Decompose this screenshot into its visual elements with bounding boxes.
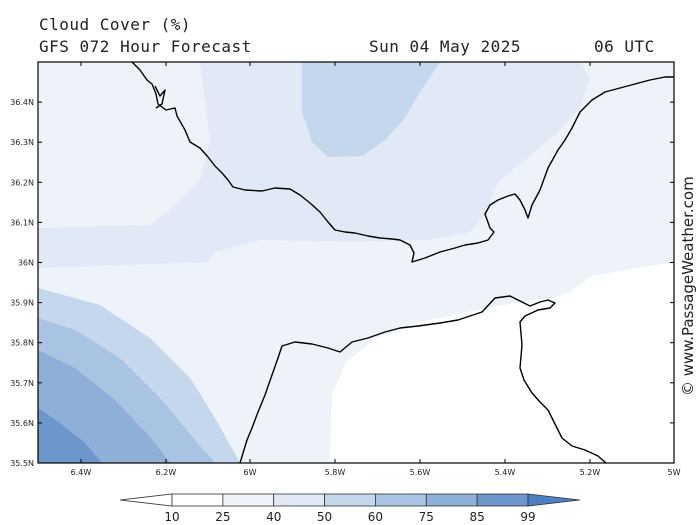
field-band-light: [38, 62, 590, 268]
colorbar-cell-min: [119, 493, 173, 507]
coastline-morocco: [239, 295, 607, 464]
latitude-label: 36.1N: [10, 218, 34, 227]
colorbar-label: 99: [520, 510, 535, 524]
longitude-label: 5.6W: [410, 468, 431, 477]
colorbar-cell: [375, 493, 427, 507]
latitude-label: 35.7N: [10, 379, 34, 388]
colorbar-cell: [476, 493, 529, 507]
latitude-label: 36.2N: [10, 178, 34, 187]
colorbar-label: 25: [215, 510, 230, 524]
latitude-labels: 36.4N 36.3N 36.2N 36.1N 36N 35.9N 35.8N 35.7N 35…: [10, 98, 34, 468]
field-band-75-85: [38, 408, 102, 463]
colorbar-label: 75: [419, 510, 434, 524]
longitude-label: 5.8W: [325, 468, 346, 477]
longitude-label: 5W: [668, 468, 681, 477]
map-title: Cloud Cover (%): [39, 15, 191, 34]
colorbar-label: 50: [317, 510, 332, 524]
field-band-lightest-corner: [38, 62, 120, 150]
colorbar-label: 60: [368, 510, 383, 524]
longitude-label: 6.2W: [156, 468, 177, 477]
latitude-label: 36N: [18, 259, 34, 268]
coastline: [131, 61, 674, 464]
watermark-text: © www.PassageWeather.com: [679, 176, 697, 396]
colorbar-label: 85: [470, 510, 485, 524]
latitude-label: 35.5N: [10, 459, 34, 468]
colorbar-cell: [273, 493, 325, 507]
colorbar-labels: 10 25 40 50 60 75 85 99: [164, 510, 535, 524]
coastline-spain-detail: [154, 85, 166, 109]
longitude-label: 6W: [244, 468, 257, 477]
field-band-medium: [302, 62, 440, 157]
longitude-labels: 6.4W 6.2W 6W 5.8W 5.6W 5.4W 5.2W 5W: [71, 468, 681, 477]
colorbar-label: 10: [164, 510, 179, 524]
colorbar-cell: [171, 493, 224, 507]
colorbar-label: 40: [266, 510, 281, 524]
forecast-subtitle: GFS 072 Hour Forecast: [39, 37, 252, 56]
colorbar-cells: [119, 493, 581, 507]
latitude-label: 36.4N: [10, 98, 34, 107]
latitude-label: 35.9N: [10, 299, 34, 308]
colorbar: 10 25 40 50 60 75 85 99: [119, 493, 581, 524]
forecast-time: 06 UTC: [594, 37, 655, 56]
latitude-label: 35.8N: [10, 339, 34, 348]
latitude-label: 36.3N: [10, 138, 34, 147]
colorbar-cell: [222, 493, 275, 507]
axis-ticks: [38, 62, 675, 464]
colorbar-cell: [425, 493, 478, 507]
colorbar-cell-max: [527, 493, 581, 507]
longitude-label: 6.4W: [71, 468, 92, 477]
coastline-spain: [131, 61, 674, 263]
colorbar-cell: [324, 493, 376, 507]
forecast-date: Sun 04 May 2025: [369, 37, 521, 56]
cloud-field: [38, 62, 674, 463]
field-band-clear: [330, 262, 674, 463]
longitude-label: 5.4W: [495, 468, 516, 477]
longitude-label: 5.2W: [580, 468, 601, 477]
latitude-label: 35.6N: [10, 419, 34, 428]
watermark: © www.PassageWeather.com: [678, 150, 698, 400]
